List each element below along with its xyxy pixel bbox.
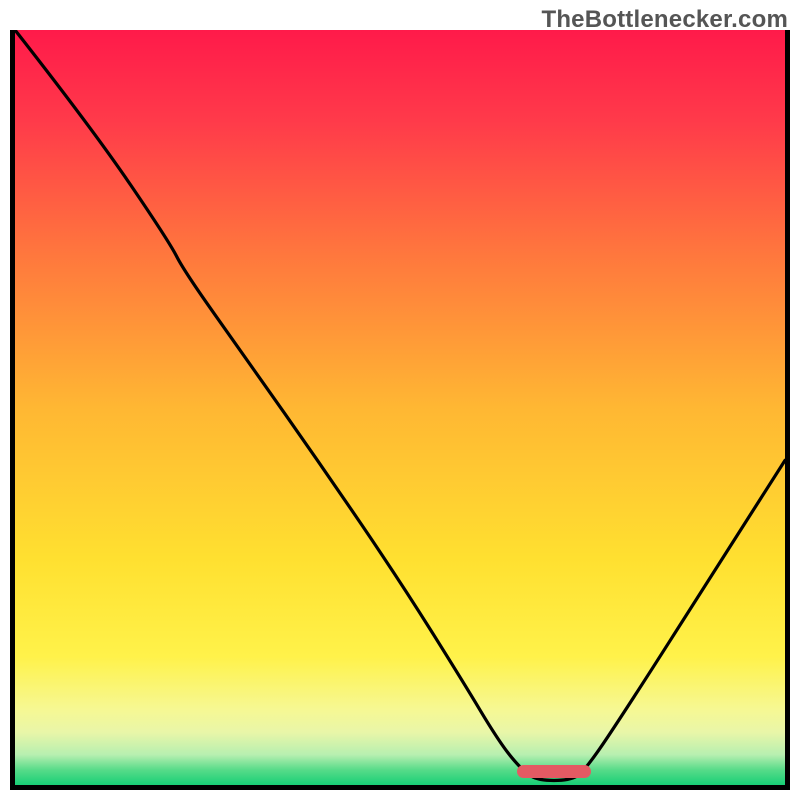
y-axis-left xyxy=(10,30,15,790)
x-axis xyxy=(10,785,790,790)
chart-container: TheBottlenecker.com xyxy=(0,0,800,800)
optimal-range-marker xyxy=(517,765,590,778)
chart-plot-area xyxy=(15,30,785,785)
y-axis-right xyxy=(785,30,790,790)
bottleneck-curve xyxy=(15,30,785,785)
